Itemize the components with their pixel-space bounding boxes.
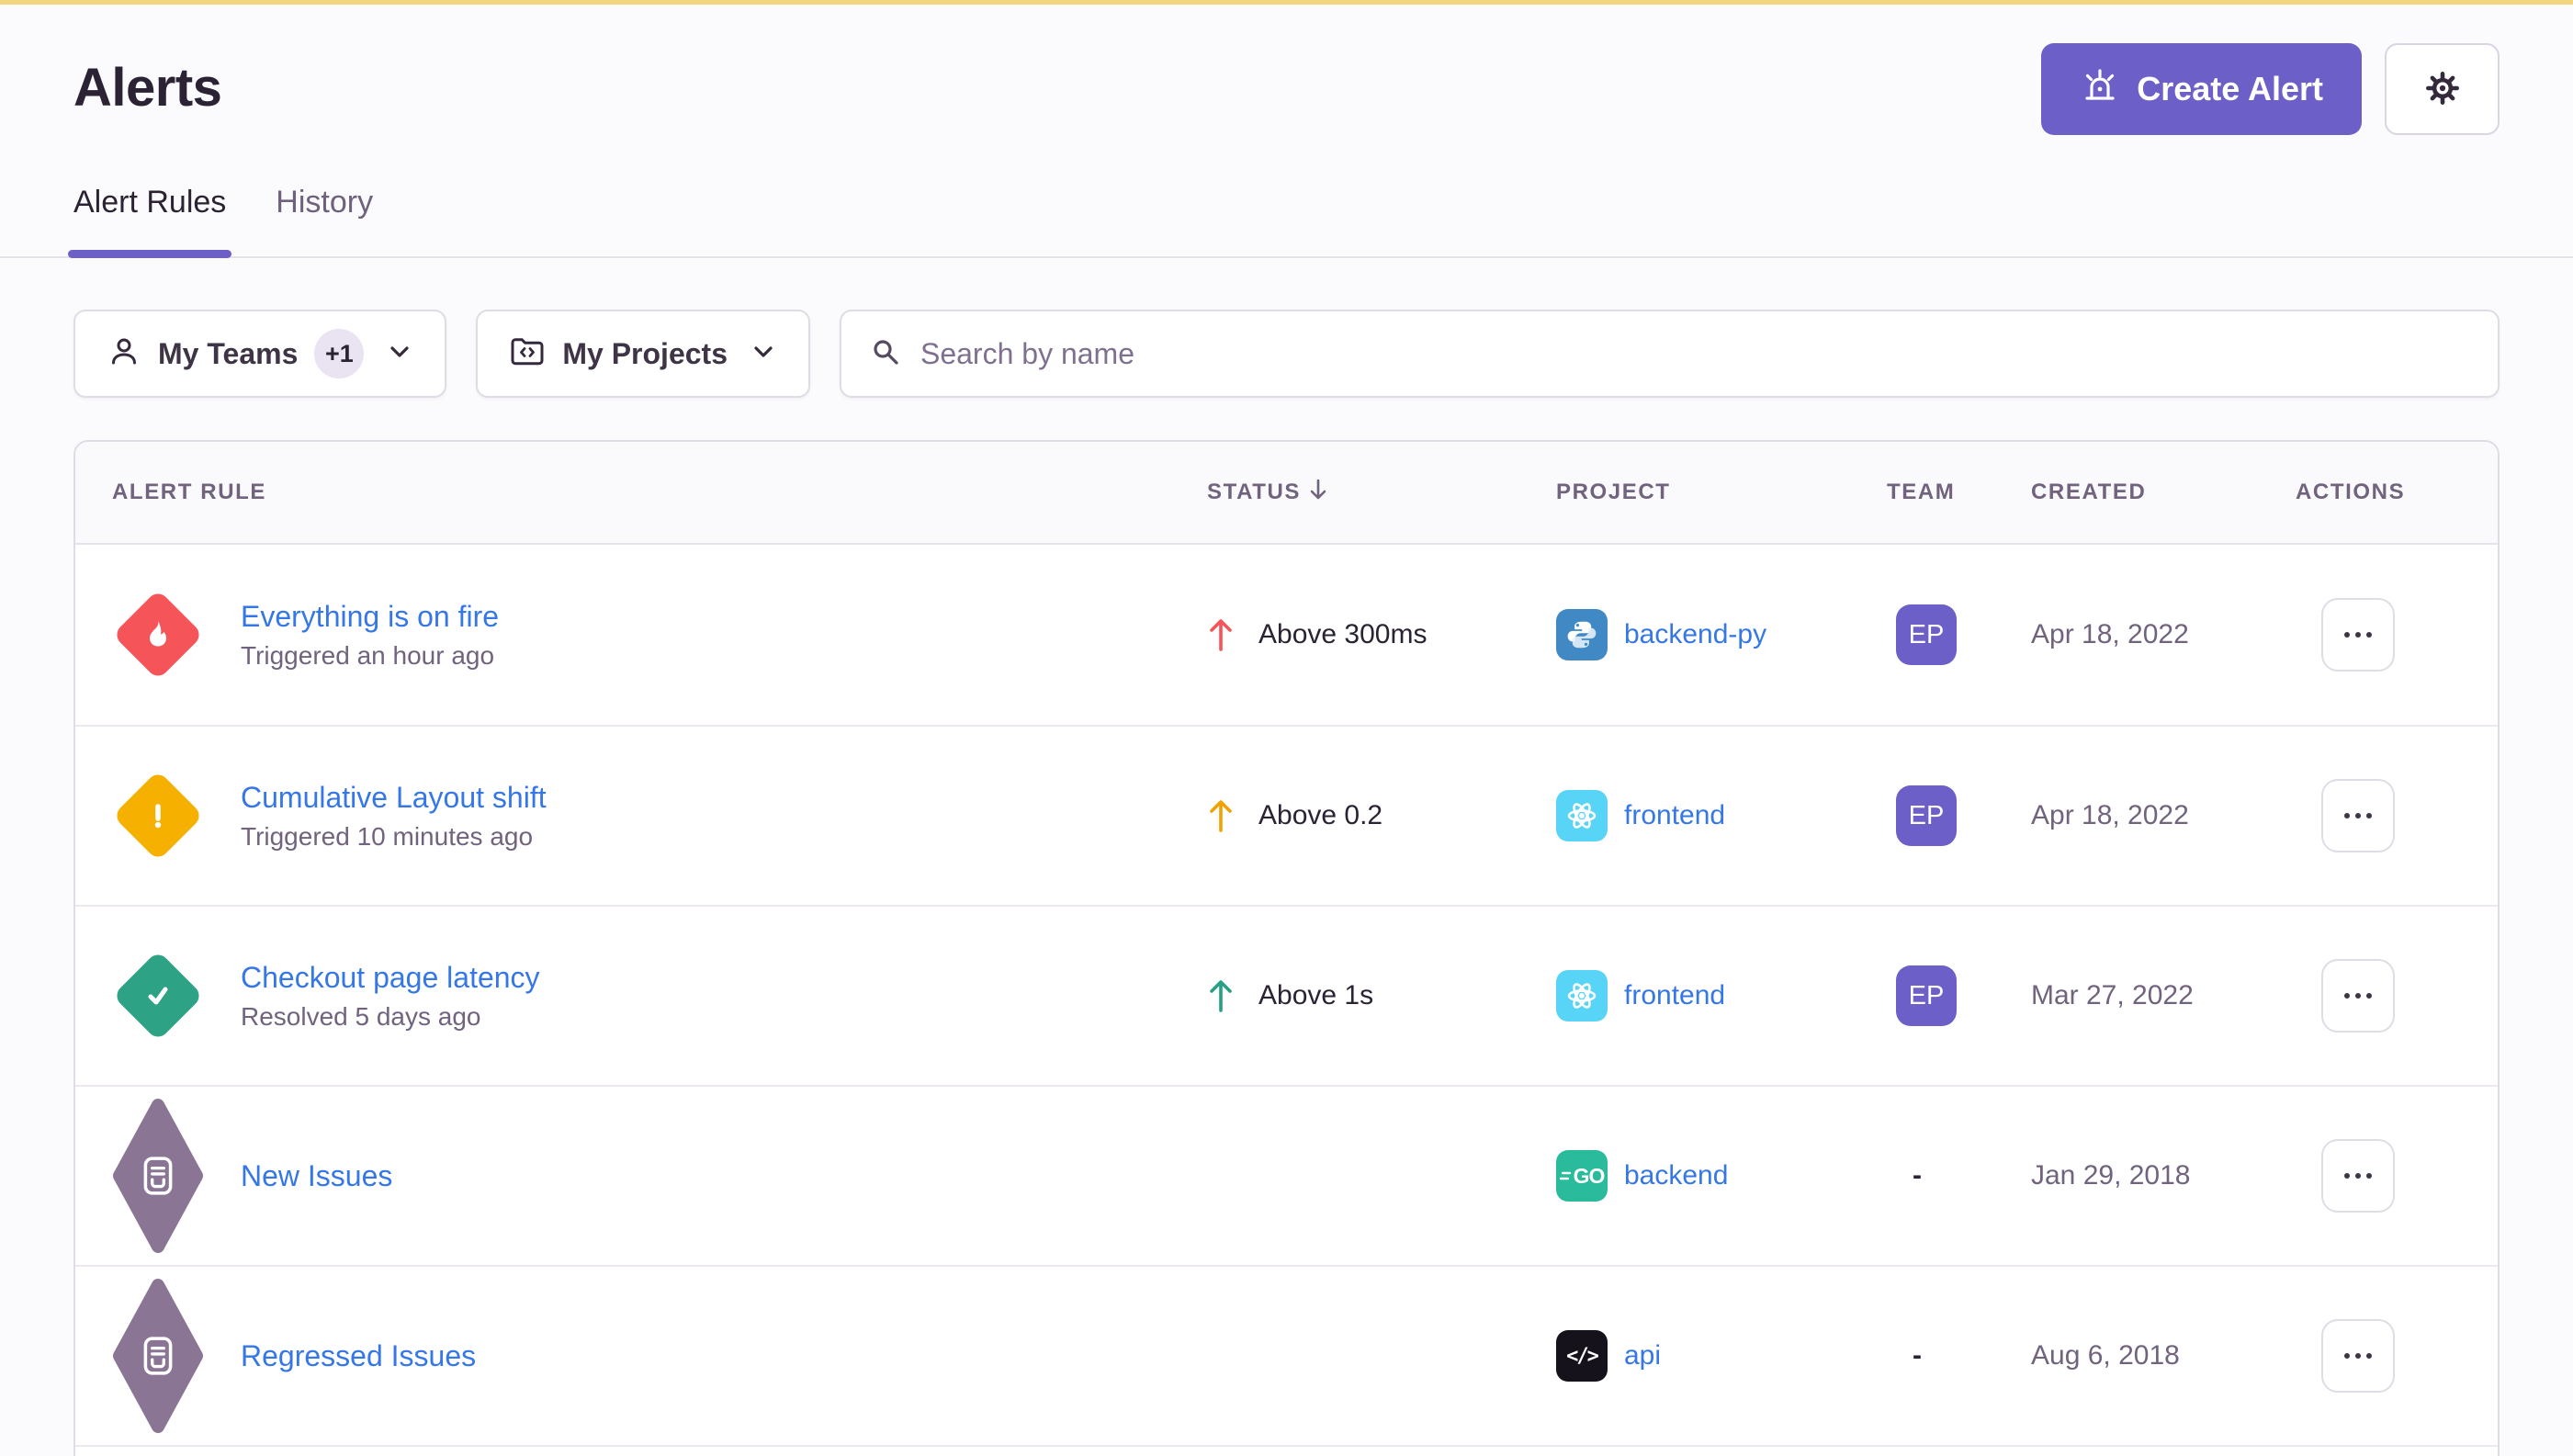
react-platform-icon [1556, 790, 1608, 841]
status-text: Above 300ms [1258, 619, 1428, 649]
projects-filter-dropdown[interactable]: My Projects [476, 310, 810, 398]
status-text: Above 0.2 [1258, 800, 1383, 830]
team-empty-dash: - [1913, 1160, 1922, 1191]
warning-exclamation-diamond-icon [112, 770, 204, 862]
alert-rule-link[interactable]: Regressed Issues [241, 1338, 477, 1372]
alert-rule-subtitle: Triggered 10 minutes ago [241, 821, 534, 851]
table-row: Checkout page latency Resolved 5 days ag… [75, 905, 2498, 1085]
header-actions: Create Alert [2041, 43, 2500, 135]
table-row: New Issues GO backend - Jan 29, 2018 [75, 1085, 2498, 1265]
alert-rule-subtitle: Triggered an hour ago [241, 640, 495, 670]
created-date: Apr 18, 2022 [2031, 800, 2189, 830]
alert-settings-button[interactable] [2385, 43, 2500, 135]
column-header-alert-rule: ALERT RULE [112, 480, 266, 504]
row-actions-button[interactable] [2321, 1319, 2395, 1393]
projects-filter-label: My Projects [562, 336, 728, 370]
tab-history[interactable]: History [276, 185, 374, 220]
project-link[interactable]: frontend [1624, 980, 1726, 1010]
teams-filter-dropdown[interactable]: My Teams +1 [73, 310, 447, 398]
folder-code-icon [509, 333, 546, 375]
team-badge[interactable]: EP [1896, 604, 1957, 665]
alert-rule-link[interactable]: New Issues [241, 1158, 393, 1192]
teams-count-badge: +1 [314, 329, 365, 378]
go-logo-text: GO [1573, 1163, 1606, 1188]
ellipsis-icon [2344, 632, 2350, 638]
tab-alert-rules[interactable]: Alert Rules [67, 183, 232, 258]
team-empty-dash: - [1913, 1340, 1922, 1371]
top-accent-strip [0, 0, 2573, 5]
user-icon [107, 334, 141, 374]
alert-rule-subtitle: Resolved 5 days ago [241, 1001, 481, 1031]
create-alert-label: Create Alert [2137, 70, 2323, 107]
project-link[interactable]: frontend [1624, 800, 1726, 830]
magnifier-icon [869, 335, 902, 373]
arrow-up-icon [1207, 798, 1235, 833]
team-badge[interactable]: EP [1896, 785, 1957, 846]
column-header-project: PROJECT [1556, 480, 1671, 504]
alert-rule-link[interactable]: Everything is on fire [241, 599, 500, 633]
table-header-row: ALERT RULE STATUS PROJECT TEAM CREATED A… [75, 442, 2498, 545]
search-box[interactable] [839, 310, 2500, 398]
row-actions-button[interactable] [2321, 779, 2395, 852]
ellipsis-icon [2344, 1173, 2350, 1179]
arrow-up-icon [1207, 978, 1235, 1013]
row-actions-button[interactable] [2321, 959, 2395, 1033]
status-text: Above 1s [1258, 980, 1374, 1010]
row-actions-button[interactable] [2321, 1139, 2395, 1213]
tab-bar: Alert Rules History [0, 183, 2573, 258]
created-date: Mar 27, 2022 [2031, 980, 2194, 1010]
column-header-team: TEAM [1887, 480, 1956, 504]
chevron-down-icon [386, 338, 413, 370]
react-platform-icon [1556, 970, 1608, 1021]
created-date: Aug 6, 2018 [2031, 1340, 2180, 1371]
code-tag-text: </> [1566, 1344, 1599, 1368]
ellipsis-icon [2344, 1353, 2350, 1359]
table-row: Everything is on fire Triggered an hour … [75, 545, 2498, 725]
ellipsis-icon [2344, 993, 2350, 999]
search-input[interactable] [920, 336, 2470, 371]
filter-bar: My Teams +1 My Projects [0, 310, 2573, 398]
arrow-up-icon [1207, 617, 1235, 652]
project-link[interactable]: backend [1624, 1160, 1729, 1191]
created-date: Apr 18, 2022 [2031, 619, 2189, 649]
team-badge[interactable]: EP [1896, 965, 1957, 1026]
column-header-created: CREATED [2031, 480, 2147, 504]
column-header-actions: ACTIONS [2296, 480, 2406, 504]
ellipsis-icon [2344, 813, 2350, 818]
alert-rule-link[interactable]: Cumulative Layout shift [241, 780, 547, 814]
table-row: Cumulative Layout shift Triggered 10 min… [75, 725, 2498, 905]
created-date: Jan 29, 2018 [2031, 1160, 2191, 1191]
page-header: Alerts Create Alert [0, 5, 2573, 135]
column-header-status[interactable]: STATUS [1207, 478, 1556, 508]
alert-rules-table: ALERT RULE STATUS PROJECT TEAM CREATED A… [73, 440, 2500, 1456]
teams-filter-label: My Teams [158, 336, 299, 370]
code-tag-platform-icon: </> [1556, 1330, 1608, 1382]
table-row-partial [75, 1445, 2498, 1456]
project-link[interactable]: backend-py [1624, 619, 1767, 649]
issues-diamond-icon [112, 1093, 204, 1258]
sort-arrow-down-icon [1308, 478, 1328, 508]
project-link[interactable]: api [1624, 1340, 1662, 1371]
resolved-check-diamond-icon [112, 950, 204, 1042]
chevron-down-icon [750, 338, 777, 370]
create-alert-button[interactable]: Create Alert [2041, 43, 2362, 135]
row-actions-button[interactable] [2321, 598, 2395, 672]
gear-icon [2421, 67, 2464, 112]
alert-rule-link[interactable]: Checkout page latency [241, 960, 540, 994]
table-row: Regressed Issues </> api - Aug 6, 2018 [75, 1265, 2498, 1445]
issues-diamond-icon [112, 1273, 204, 1439]
siren-icon [2080, 65, 2120, 114]
critical-flame-diamond-icon [112, 589, 204, 681]
page-title: Alerts [73, 58, 222, 118]
go-platform-icon: GO [1556, 1150, 1608, 1202]
python-platform-icon [1556, 609, 1608, 660]
